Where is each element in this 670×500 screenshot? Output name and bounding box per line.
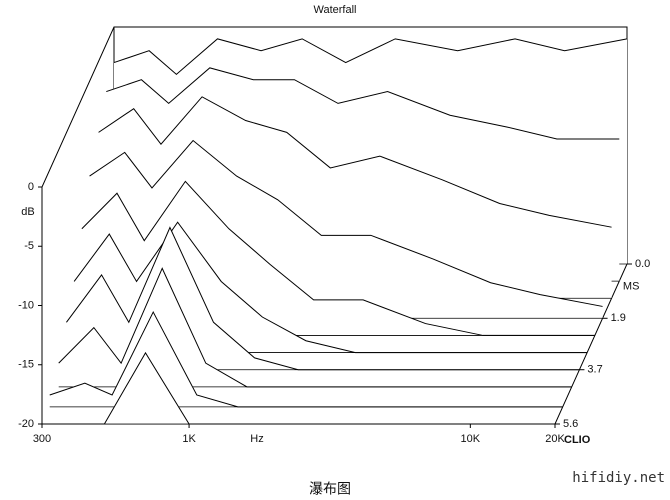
depth-tick-label: 5.6	[563, 418, 578, 430]
x-tick-label: 300	[33, 433, 51, 445]
slice-line	[106, 67, 620, 140]
slice-fill	[58, 268, 572, 387]
x-tick-label: 20K	[545, 433, 565, 445]
caption: 瀑布图	[309, 481, 351, 497]
y-tick-label: -15	[18, 359, 34, 371]
brand: CLIO	[564, 434, 591, 446]
slice-fill	[42, 352, 555, 424]
y-axis-label: dB	[21, 206, 34, 218]
slice-line	[89, 139, 603, 307]
slice-fill	[66, 227, 580, 370]
y-tick-label: -5	[24, 240, 34, 252]
x-tick-label: 1K	[182, 433, 196, 445]
depth-tick-label: 3.7	[587, 364, 602, 376]
depth-axis-label: MS	[623, 280, 640, 292]
y-tick-label: -10	[18, 299, 34, 311]
chart-title: Waterfall	[314, 4, 357, 16]
y-tick-label: -20	[18, 418, 34, 430]
watermark: hifidiy.net	[572, 470, 665, 486]
slice-line	[98, 96, 612, 228]
y-tick-label: 0	[28, 181, 34, 193]
x-axis-label: Hz	[250, 433, 263, 445]
depth-tick-label: 0.0	[635, 258, 650, 270]
x-tick-label: 10K	[461, 433, 481, 445]
depth-tick-label: 1.9	[611, 312, 626, 324]
slice-fill	[49, 312, 563, 407]
slice-line	[113, 38, 628, 76]
